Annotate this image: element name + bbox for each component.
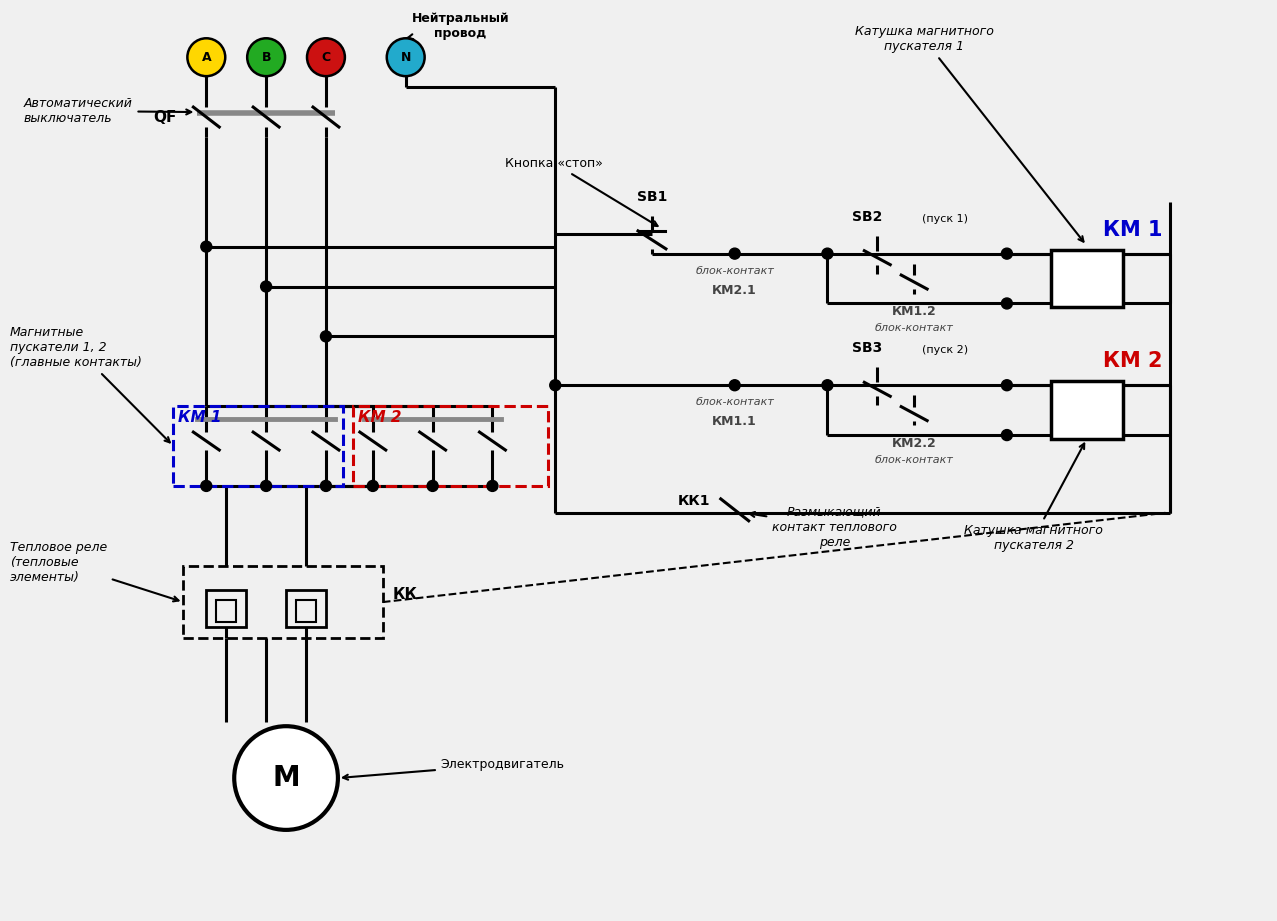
Text: Электродвигатель: Электродвигатель <box>344 758 564 780</box>
Circle shape <box>261 481 272 492</box>
Text: QF: QF <box>153 110 176 124</box>
Text: Размыкающий
контакт теплового
реле: Размыкающий контакт теплового реле <box>750 506 896 549</box>
Text: КМ1.1: КМ1.1 <box>713 415 757 428</box>
Circle shape <box>368 481 378 492</box>
Text: Автоматический
выключатель: Автоматический выключатель <box>24 97 192 125</box>
Text: КМ2.2: КМ2.2 <box>891 437 936 450</box>
Text: блок-контакт: блок-контакт <box>695 397 774 407</box>
Text: КМ 1: КМ 1 <box>179 410 222 426</box>
Circle shape <box>1001 379 1013 391</box>
Text: КМ 1: КМ 1 <box>1103 220 1162 239</box>
Text: Катушка магнитного
пускателя 1: Катушка магнитного пускателя 1 <box>854 25 1083 241</box>
Circle shape <box>729 248 741 259</box>
Text: N: N <box>401 51 411 64</box>
Text: (пуск 1): (пуск 1) <box>922 214 968 224</box>
Text: КМ2.1: КМ2.1 <box>713 284 757 297</box>
Text: КК: КК <box>393 587 418 601</box>
Text: КК1: КК1 <box>677 494 710 507</box>
Circle shape <box>200 481 212 492</box>
Circle shape <box>387 39 425 76</box>
Circle shape <box>822 248 833 259</box>
Text: C: C <box>322 51 331 64</box>
Text: B: B <box>262 51 271 64</box>
Circle shape <box>729 379 741 391</box>
Circle shape <box>550 379 561 391</box>
FancyBboxPatch shape <box>1051 250 1122 308</box>
Text: Магнитные
пускатели 1, 2
(главные контакты): Магнитные пускатели 1, 2 (главные контак… <box>10 326 170 442</box>
Circle shape <box>321 331 332 342</box>
Text: SB3: SB3 <box>852 342 882 356</box>
Text: Тепловое реле
(тепловые
элементы): Тепловое реле (тепловые элементы) <box>10 541 179 601</box>
FancyBboxPatch shape <box>1051 381 1122 439</box>
Text: SB2: SB2 <box>852 210 882 224</box>
Circle shape <box>1001 248 1013 259</box>
Text: М: М <box>272 764 300 792</box>
Circle shape <box>1001 298 1013 309</box>
Text: Кнопка «стоп»: Кнопка «стоп» <box>506 157 658 226</box>
Circle shape <box>200 241 212 252</box>
Circle shape <box>261 281 272 292</box>
Text: блок-контакт: блок-контакт <box>695 265 774 275</box>
Circle shape <box>822 379 833 391</box>
Text: КМ 2: КМ 2 <box>358 410 401 426</box>
Text: КМ 2: КМ 2 <box>1103 351 1162 371</box>
Circle shape <box>188 39 225 76</box>
Text: SB1: SB1 <box>637 190 667 204</box>
Text: Нейтральный
провод: Нейтральный провод <box>406 12 510 41</box>
Circle shape <box>1001 429 1013 440</box>
Text: (пуск 2): (пуск 2) <box>922 345 968 356</box>
Text: блок-контакт: блок-контакт <box>875 323 954 333</box>
Text: КМ1.2: КМ1.2 <box>891 306 936 319</box>
Circle shape <box>487 481 498 492</box>
Text: A: A <box>202 51 211 64</box>
Text: Катушка магнитного
пускателя 2: Катушка магнитного пускателя 2 <box>964 444 1103 552</box>
Circle shape <box>321 481 332 492</box>
Circle shape <box>234 726 338 830</box>
Text: блок-контакт: блок-контакт <box>875 455 954 465</box>
Circle shape <box>306 39 345 76</box>
Circle shape <box>427 481 438 492</box>
Circle shape <box>248 39 285 76</box>
